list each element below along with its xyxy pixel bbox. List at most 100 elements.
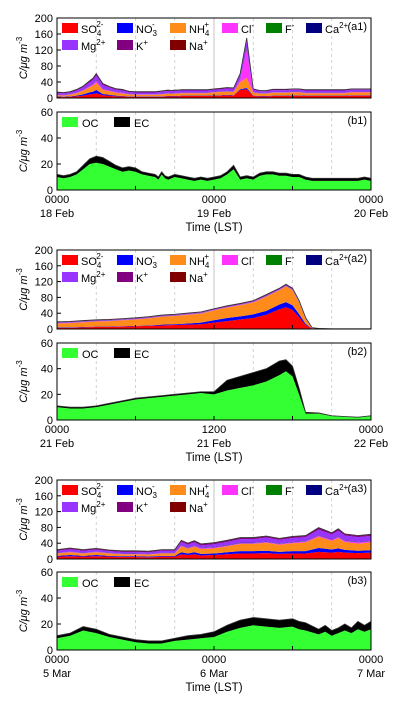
- legend-swatch: [306, 23, 322, 33]
- y-tick-label: 160: [35, 491, 53, 503]
- panel-tag: (a2): [347, 253, 367, 265]
- panel-b3: 0 20 40 60 (b3) C/μg m-3 OC EC 0000 5 Mar 0000 6 Ma…: [15, 567, 385, 694]
- legend-swatch: [170, 502, 186, 512]
- y-tick-label: 40: [41, 538, 53, 550]
- x-date-label: 5 Mar: [43, 668, 71, 680]
- panel-tag: (a3): [347, 483, 367, 495]
- y-tick-label: 40: [41, 77, 53, 89]
- legend-swatch: [62, 255, 78, 265]
- legend-label: F-: [285, 253, 295, 268]
- panel-tag: (b3): [347, 575, 367, 587]
- x-tick-label: 0000: [45, 654, 69, 666]
- legend-item-oc: OC: [62, 117, 99, 130]
- legend-swatch: [222, 23, 238, 33]
- y-axis-label: C/μg m-3: [15, 129, 30, 172]
- x-tick-label: 1200: [202, 424, 226, 436]
- legend-item-so4: SO42-: [62, 20, 104, 38]
- y-tick-label: 0: [47, 93, 53, 105]
- legend-swatch: [170, 40, 186, 50]
- legend-swatch: [170, 255, 186, 265]
- y-tick-label: 120: [35, 277, 53, 289]
- legend-label: F-: [285, 21, 295, 36]
- legend-label: K+: [136, 500, 148, 515]
- legend-swatch: [117, 272, 133, 282]
- legend-item-oc: OC: [62, 348, 99, 361]
- y-tick-label: 0: [47, 645, 53, 657]
- y-tick-label: 40: [41, 308, 53, 320]
- legend-label: NO3-: [136, 252, 158, 270]
- legend-label: NH4+: [189, 482, 210, 500]
- legend-label: Ca2+: [325, 253, 349, 268]
- legend-item-na: Na+: [170, 270, 208, 285]
- legend-item-cl: Cl-: [222, 253, 254, 268]
- y-tick-label: 0: [47, 324, 53, 336]
- legend-swatch: [117, 502, 133, 512]
- series-area-nh4: [57, 78, 371, 97]
- y-tick-label: 120: [35, 507, 53, 519]
- total-outline: [56, 283, 371, 330]
- legend-item-mg: Mg2+: [62, 500, 106, 515]
- series-area-oc: [57, 371, 371, 420]
- panel-tag: (a1): [347, 21, 367, 33]
- legend-label: SO42-: [81, 482, 104, 500]
- y-tick-label: 80: [41, 61, 53, 73]
- legend-item-na: Na+: [170, 38, 208, 53]
- legend-label: SO42-: [81, 252, 104, 270]
- x-tick-label: 0000: [359, 654, 383, 666]
- legend-swatch: [114, 577, 130, 587]
- legend-swatch: [222, 485, 238, 495]
- total-outline: [56, 359, 372, 418]
- legend-label: F-: [285, 483, 295, 498]
- legend-swatch: [114, 348, 130, 358]
- panel-a3: 0 40 80 120 160 200 (a3) C/μg m-3 SO42- NO3- NH4+ C…: [15, 475, 372, 566]
- y-tick-label: 20: [41, 619, 53, 631]
- legend-swatch: [117, 40, 133, 50]
- series-area-cl: [57, 535, 371, 555]
- legend-label: Mg2+: [81, 38, 106, 53]
- y-tick-label: 60: [41, 567, 53, 579]
- y-axis-label: C/μg m-3: [15, 589, 30, 632]
- y-tick-label: 0: [47, 554, 53, 566]
- series-area-nh4: [57, 536, 371, 557]
- x-tick-label: 0000: [45, 424, 69, 436]
- y-axis-label: C/μg m-3: [15, 268, 30, 311]
- legend-swatch: [266, 23, 282, 33]
- x-tick-label: 0000: [45, 194, 69, 206]
- legend-swatch: [62, 40, 78, 50]
- y-tick-label: 20: [41, 159, 53, 171]
- total-outline: [56, 155, 372, 179]
- y-tick-label: 200: [35, 475, 53, 487]
- legend-label: EC: [134, 349, 149, 361]
- legend-item-cl: Cl-: [222, 483, 254, 498]
- legend-item-ec: EC: [114, 577, 149, 590]
- legend-item-k: K+: [117, 270, 148, 285]
- y-axis-label: C/μg m-3: [15, 36, 30, 79]
- legend-swatch: [62, 485, 78, 495]
- legend-label: K+: [136, 38, 148, 53]
- legend-item-mg: Mg2+: [62, 38, 106, 53]
- legend-swatch: [114, 117, 130, 127]
- legend-swatch: [170, 485, 186, 495]
- legend-label: OC: [82, 118, 99, 130]
- series-area-ec: [57, 617, 371, 644]
- legend-item-k: K+: [117, 500, 148, 515]
- legend-label: Mg2+: [81, 270, 106, 285]
- legend-label: NO3-: [136, 20, 158, 38]
- y-tick-label: 200: [35, 245, 53, 257]
- x-date-label: 22 Feb: [354, 438, 388, 450]
- y-tick-label: 160: [35, 29, 53, 41]
- legend-swatch: [222, 255, 238, 265]
- x-axis-label: Time (LST): [185, 222, 242, 234]
- y-tick-label: 60: [41, 107, 53, 119]
- legend-item-na: Na+: [170, 500, 208, 515]
- x-date-label: 18 Feb: [40, 208, 74, 220]
- series-area-oc: [57, 625, 371, 650]
- legend-item-ca: Ca2+: [306, 253, 349, 268]
- legend-swatch: [170, 272, 186, 282]
- legend-swatch: [306, 485, 322, 495]
- legend-item-cl: Cl-: [222, 21, 254, 36]
- y-axis-label: C/μg m-3: [15, 498, 30, 541]
- y-tick-label: 20: [41, 389, 53, 401]
- x-date-label: 21 Feb: [40, 438, 74, 450]
